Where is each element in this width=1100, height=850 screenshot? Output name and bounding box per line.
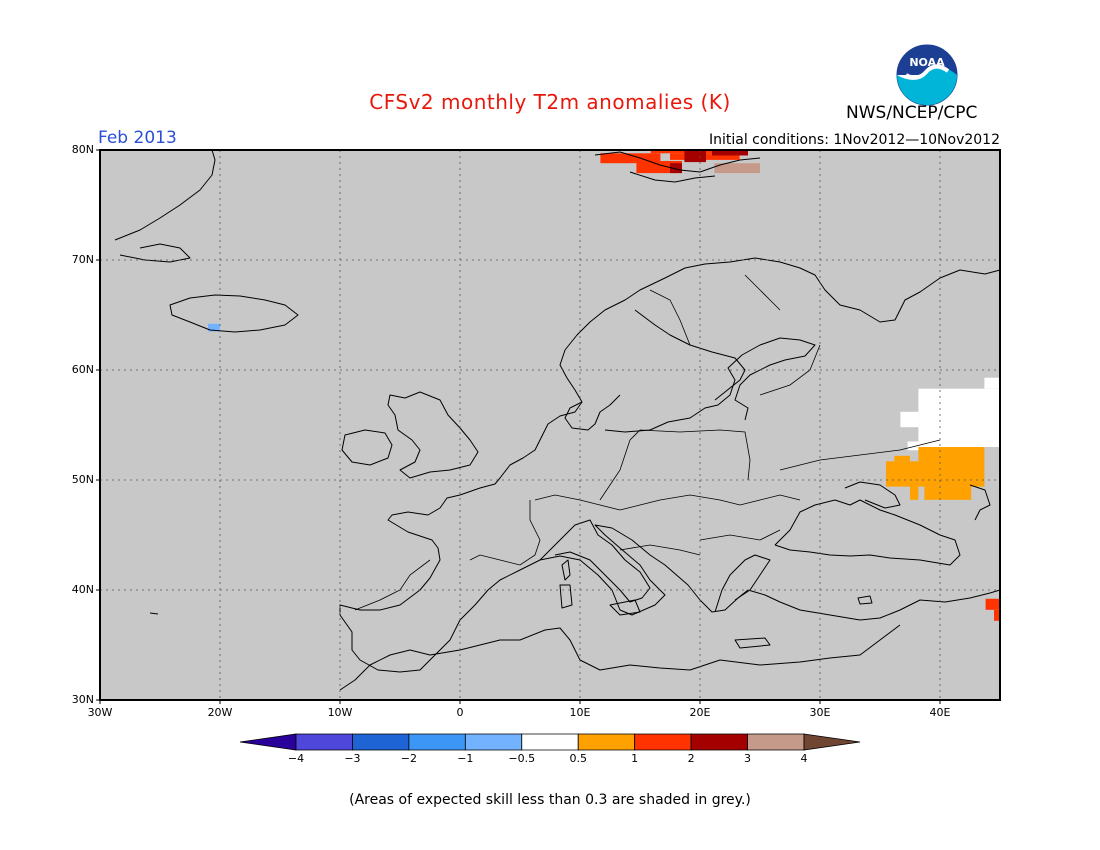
- colorbar-swatch: [408, 733, 466, 751]
- colorbar-label: 4: [800, 752, 808, 765]
- anomaly-area-svalbard-hot-2: [712, 150, 748, 156]
- anomaly-area-russia-neutral-2: [984, 377, 1000, 389]
- anomaly-area-russia-warm-2: [910, 461, 919, 500]
- anomaly-area-russia-neutral-1: [918, 388, 1000, 447]
- colorbar-swatch: [464, 733, 523, 751]
- colorbar-label: 2: [687, 752, 695, 765]
- anomaly-area-iceland-cool: [208, 323, 220, 332]
- skill-note: (Areas of expected skill less than 0.3 a…: [349, 792, 751, 808]
- anomaly-area-caucasus-warm-2: [994, 609, 1000, 621]
- coastlines: [114, 149, 1001, 691]
- lat-label: 70N: [71, 253, 94, 266]
- lat-label: 60N: [71, 363, 94, 376]
- map-frame: [99, 149, 1001, 701]
- lon-label: 30W: [87, 706, 113, 719]
- colorbar-swatch: [295, 733, 353, 751]
- lon-label: 0: [456, 706, 464, 719]
- colorbar-swatch: [690, 733, 748, 751]
- map-title: CFSv2 monthly T2m anomalies (K): [369, 90, 731, 114]
- grid-lines: [100, 150, 1000, 700]
- colorbar-label: −3: [344, 752, 361, 765]
- anomaly-area-svalbard-warm-1: [600, 153, 661, 164]
- anomaly-area-svalbard-hot-1: [684, 150, 706, 163]
- anomaly-area-russia-warm-1: [918, 447, 985, 487]
- lon-label: 10W: [327, 706, 353, 719]
- colorbar-label: −1: [457, 752, 474, 765]
- colorbar-label: 0.5: [569, 752, 587, 765]
- valid-month: Feb 2013: [98, 128, 177, 148]
- agency-label: NWS/NCEP/CPC: [846, 103, 978, 123]
- lon-label: 40E: [929, 706, 951, 719]
- lon-label: 20W: [207, 706, 233, 719]
- anomaly-area-russia-warm-3: [886, 461, 910, 487]
- colorbar-swatch: [239, 733, 297, 751]
- initial-conditions: Initial conditions: 1Nov2012—10Nov2012: [708, 132, 1000, 148]
- colorbar-label: −0.5: [508, 752, 536, 765]
- colorbar-swatch: [352, 733, 410, 751]
- colorbar-label: −4: [287, 752, 305, 765]
- colorbar-label: 3: [744, 752, 752, 765]
- axis-ticks: [96, 149, 941, 704]
- colorbar-swatch: [521, 733, 579, 751]
- anomaly-area-russia-neutral-4: [907, 441, 919, 451]
- colorbar-label: −2: [400, 752, 417, 765]
- lon-label: 30E: [809, 706, 831, 719]
- lat-label: 30N: [71, 693, 94, 706]
- map-background: [100, 150, 1000, 700]
- lat-label: 40N: [71, 583, 94, 596]
- noaa-logo: NOAA: [896, 44, 958, 106]
- colorbar: [239, 733, 861, 751]
- anomaly-area-svalbard-vhot: [714, 163, 760, 174]
- lon-label: 10E: [569, 706, 591, 719]
- lat-label: 80N: [71, 143, 94, 156]
- colorbar-swatch: [634, 733, 692, 751]
- anomaly-area-svalbard-hot-3: [670, 163, 682, 174]
- colorbar-swatch: [803, 733, 861, 751]
- colorbar-swatch: [577, 733, 636, 751]
- anomaly-areas: [208, 150, 1000, 621]
- anomaly-area-russia-warm-4: [924, 486, 972, 500]
- colorbar-label: 1: [631, 752, 639, 765]
- lat-label: 50N: [71, 473, 94, 486]
- logo-text: NOAA: [909, 56, 945, 69]
- lon-label: 20E: [689, 706, 711, 719]
- colorbar-swatch: [747, 733, 805, 751]
- anomaly-area-caucasus-warm: [985, 598, 1000, 610]
- anomaly-area-russia-warm-5: [894, 455, 910, 462]
- anomaly-area-russia-neutral-3: [900, 411, 919, 428]
